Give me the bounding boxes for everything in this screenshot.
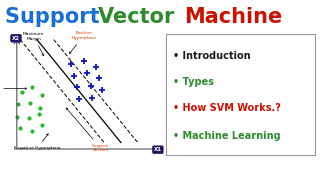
Text: Support: Support: [5, 7, 107, 27]
Text: Maximum
Margin: Maximum Margin: [23, 32, 44, 56]
FancyBboxPatch shape: [166, 34, 315, 156]
Text: Negative Hyperplane: Negative Hyperplane: [14, 134, 60, 150]
Text: Positive
Hyperplane: Positive Hyperplane: [69, 31, 97, 54]
Text: X2: X2: [12, 36, 20, 41]
Text: • Introduction: • Introduction: [173, 51, 250, 61]
Text: Visit: vtupulse.com: Visit: vtupulse.com: [214, 165, 295, 174]
Text: Machine: Machine: [184, 7, 282, 27]
Text: • Machine Learning: • Machine Learning: [173, 131, 280, 141]
Text: Like, Share and Subscribe to Mahesh Huddar: Like, Share and Subscribe to Mahesh Hudd…: [6, 165, 196, 174]
Text: Vector: Vector: [98, 7, 181, 27]
Text: • How SVM Works.?: • How SVM Works.?: [173, 103, 281, 113]
Text: Maximum
Margin
Hyperplane: Maximum Margin Hyperplane: [0, 82, 27, 95]
Text: Support
Vectors: Support Vectors: [66, 108, 109, 152]
Text: • Types: • Types: [173, 77, 214, 87]
Text: X1: X1: [154, 147, 162, 152]
